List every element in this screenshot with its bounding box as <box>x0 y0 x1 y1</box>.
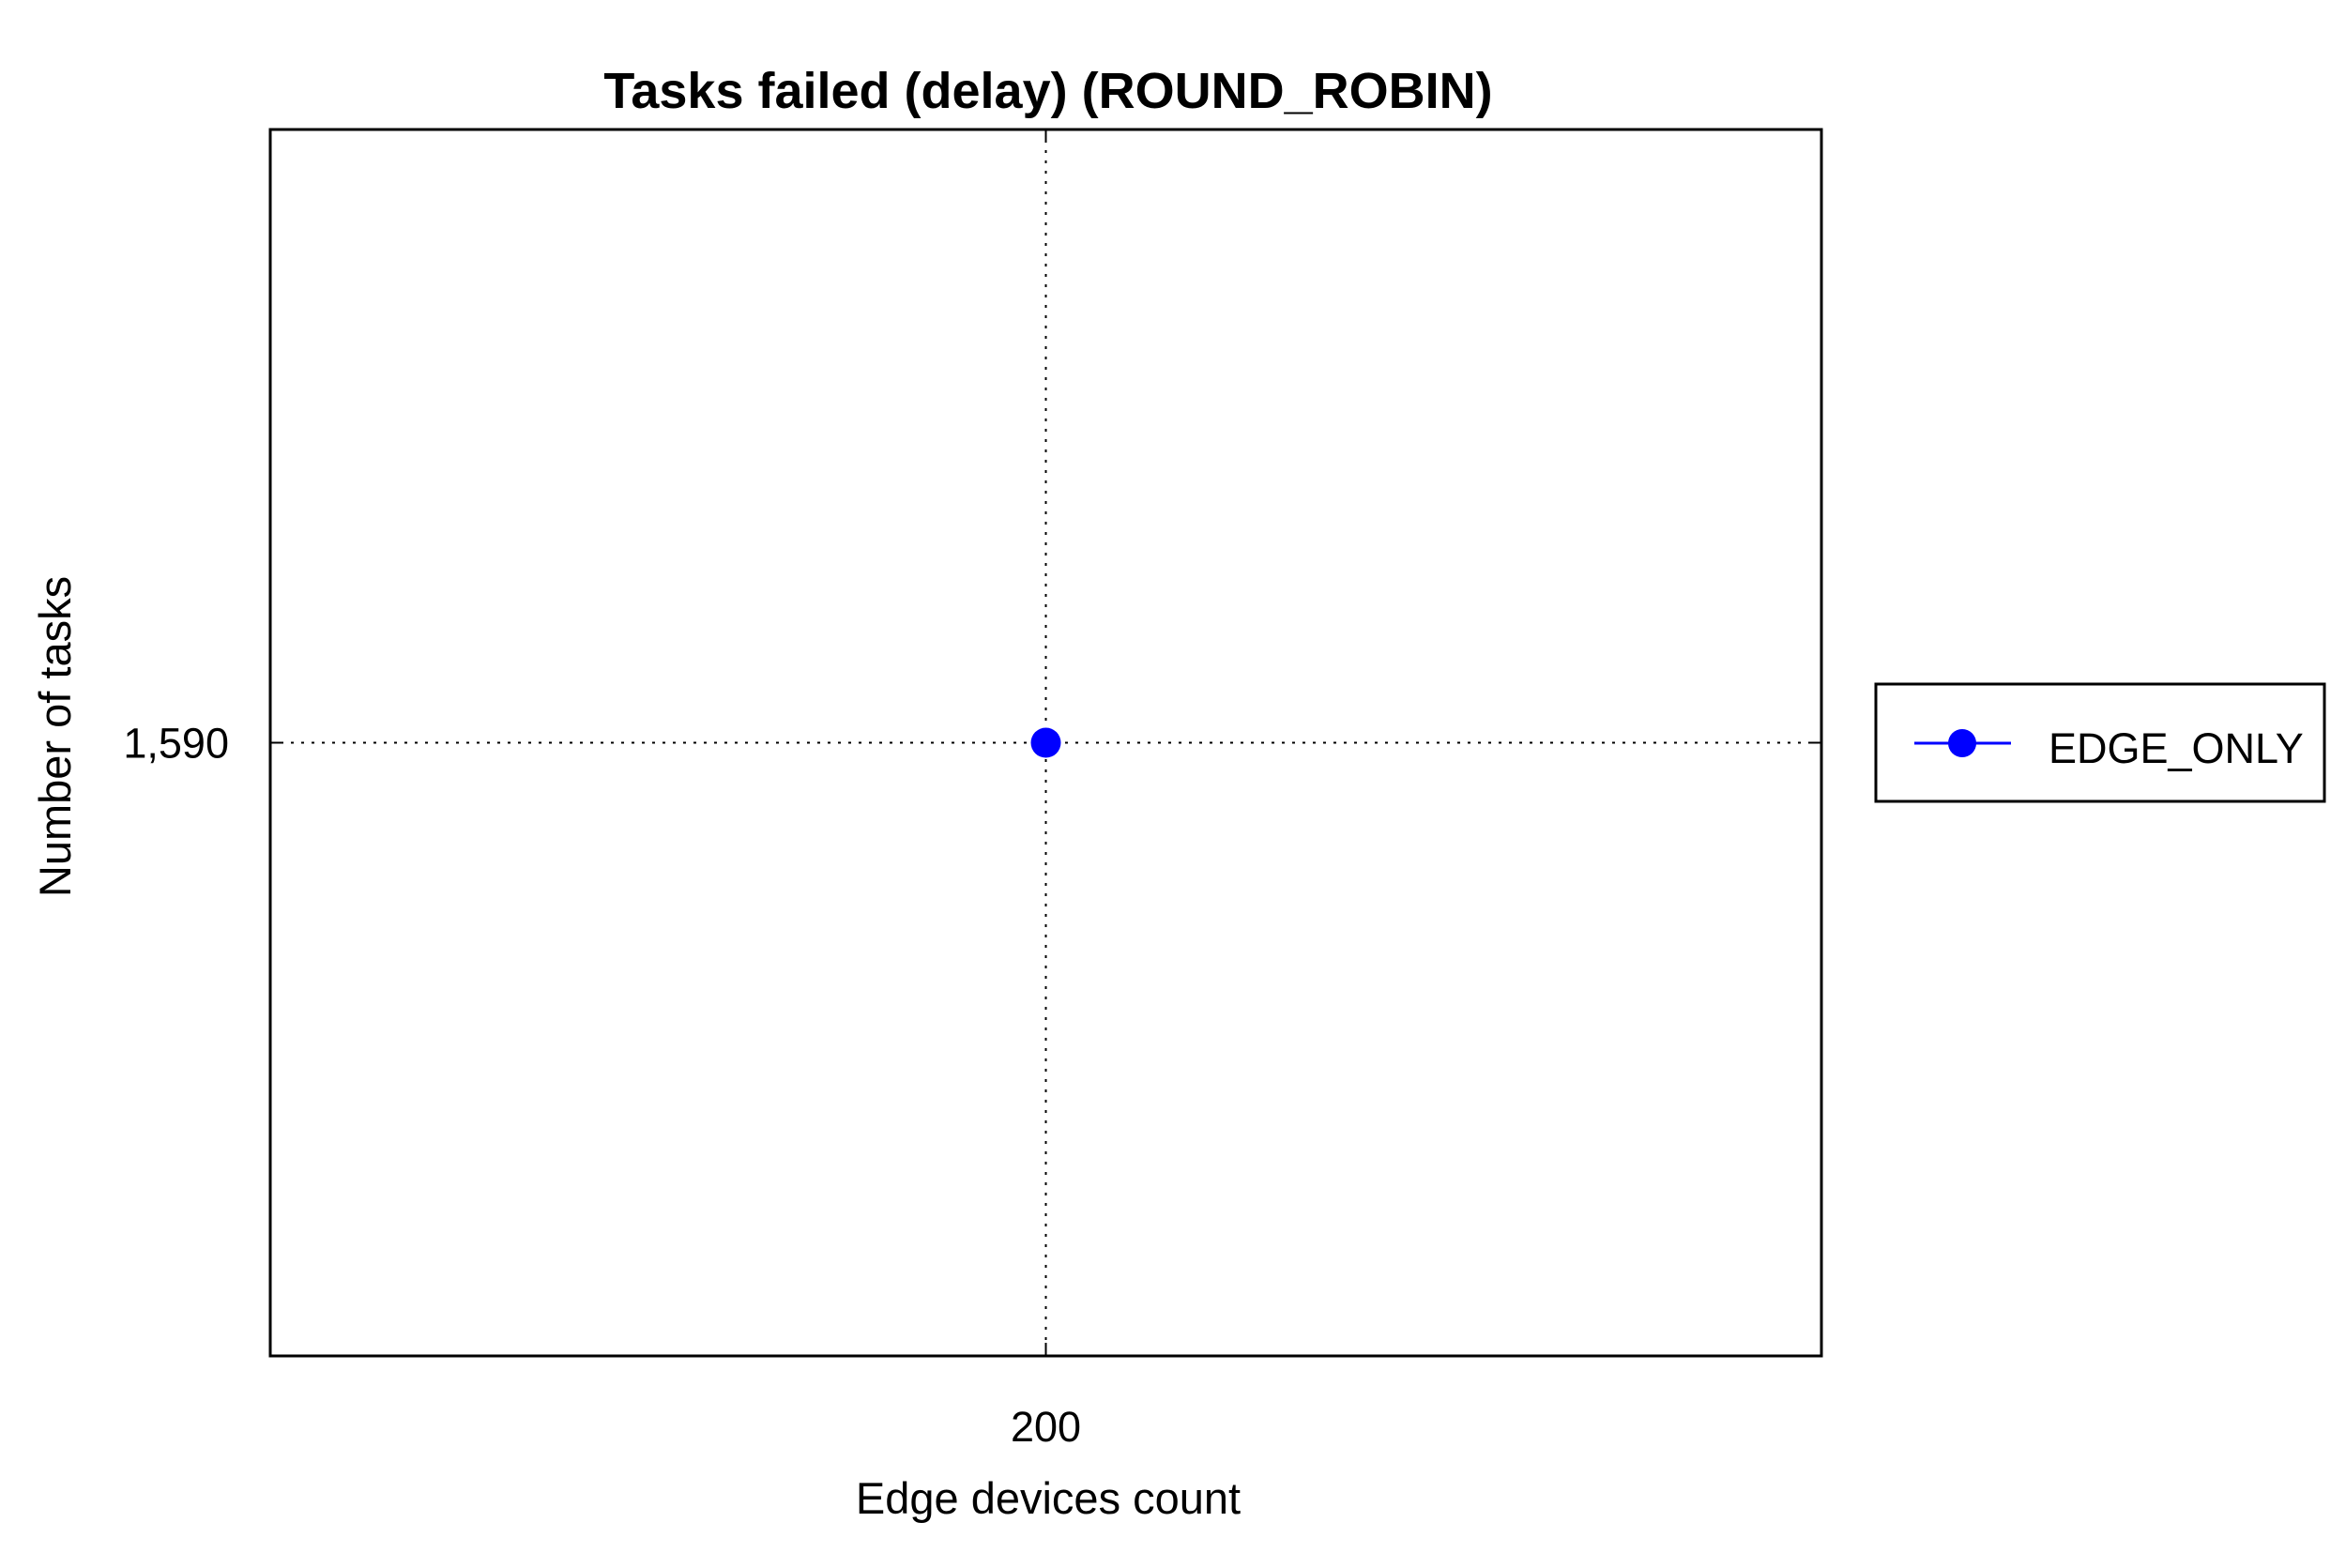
chart-title: Tasks failed (delay) (ROUND_ROBIN) <box>603 63 1492 119</box>
ticks-layer: 200 1,590 <box>123 129 1821 1451</box>
y-tick-label: 1,590 <box>123 720 229 768</box>
legend-marker-swatch <box>1948 729 1976 757</box>
y-axis-label: Number of tasks <box>30 576 80 897</box>
series-layer <box>1030 727 1061 758</box>
x-tick-label: 200 <box>1011 1403 1081 1451</box>
data-point <box>1030 727 1061 758</box>
legend: EDGE_ONLY <box>1874 682 2326 803</box>
legend-label: EDGE_ONLY <box>2049 724 2304 772</box>
x-axis-label: Edge devices count <box>856 1473 1241 1523</box>
